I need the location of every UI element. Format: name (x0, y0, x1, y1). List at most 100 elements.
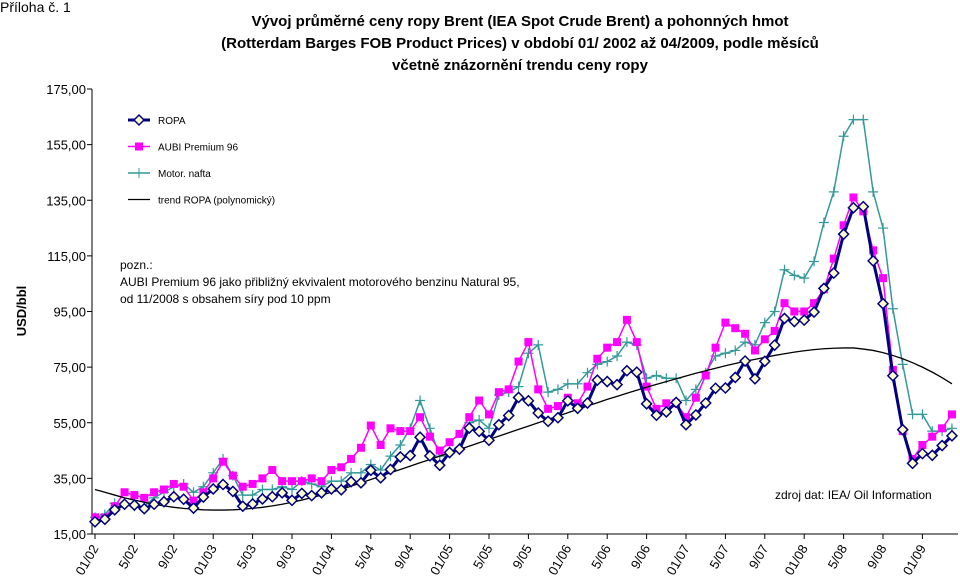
y-tick-label: 75,00 (53, 360, 86, 375)
point (807, 305, 821, 319)
x-tick-label: 01/02 (72, 542, 101, 578)
point (829, 254, 838, 263)
point (463, 421, 476, 435)
point (641, 373, 652, 384)
point (226, 485, 239, 498)
point (660, 405, 673, 418)
point (513, 381, 524, 392)
point (120, 488, 129, 497)
x-tick-label: 9/05 (509, 542, 535, 571)
point (799, 273, 810, 284)
legend-label: ROPA (158, 116, 186, 127)
point (581, 396, 594, 410)
y-tick-label: 155,00 (46, 138, 86, 153)
point (632, 338, 641, 347)
point (610, 378, 624, 391)
x-tick-label: 5/07 (706, 542, 732, 571)
point (396, 427, 405, 436)
point (620, 364, 633, 377)
y-tick-label: 95,00 (53, 305, 86, 320)
point (769, 306, 780, 317)
point (729, 371, 742, 384)
point (839, 221, 848, 230)
series (94, 347, 953, 511)
point (800, 307, 809, 316)
point (622, 315, 631, 324)
point (758, 355, 771, 368)
point (691, 393, 700, 402)
point (315, 486, 328, 499)
chart-title: (Rotterdam Barges FOB Product Prices) v … (221, 35, 819, 52)
point (721, 318, 730, 327)
point (532, 406, 545, 420)
legend-label: AUBI Premium 96 (158, 143, 238, 154)
point (118, 498, 131, 511)
point (552, 384, 563, 395)
point (926, 449, 939, 462)
y-tick-label: 135,00 (46, 193, 86, 208)
point (779, 264, 790, 275)
point (288, 477, 296, 486)
point (514, 357, 523, 366)
source-note: zdroj dat: IEA/ Oil Information (775, 488, 932, 502)
point (209, 474, 218, 483)
series (88, 200, 959, 528)
chart-title: včetně znázornění trendu ceny ropy (392, 57, 649, 74)
point (473, 425, 486, 438)
page-label: Příloha č. 1 (0, 0, 71, 15)
legend-label: Motor. nafta (158, 169, 211, 180)
point (443, 446, 456, 459)
point (711, 343, 720, 352)
point (494, 388, 503, 397)
y-tick-label: 115,00 (47, 249, 86, 264)
point (662, 399, 671, 408)
point (453, 443, 466, 456)
point (699, 396, 712, 410)
point (534, 385, 543, 394)
point (177, 493, 190, 506)
x-tick-label: 01/09 (900, 542, 929, 578)
point (876, 297, 890, 310)
point (848, 114, 859, 125)
point (512, 391, 525, 404)
point (947, 410, 956, 419)
point (582, 367, 593, 378)
point (651, 370, 662, 381)
point (445, 438, 454, 447)
point (435, 446, 444, 455)
x-tick-label: 5/03 (234, 542, 260, 571)
point (266, 490, 279, 503)
point (741, 329, 750, 338)
point (906, 457, 919, 470)
x-tick-label: 5/05 (470, 542, 496, 571)
point (386, 424, 395, 433)
point (681, 395, 691, 406)
point (907, 409, 918, 420)
series-line (94, 347, 953, 511)
point (542, 415, 555, 428)
point (257, 484, 268, 495)
point (207, 482, 220, 496)
point (325, 482, 338, 496)
legend-marker (135, 142, 143, 151)
point (780, 299, 789, 308)
series-line (95, 195, 953, 519)
x-tick-label: 01/07 (663, 542, 692, 578)
point (602, 356, 613, 367)
point (425, 432, 434, 441)
y-tick-label: 35,00 (53, 471, 86, 486)
point (404, 449, 417, 462)
point (228, 471, 237, 480)
point (612, 351, 623, 361)
x-tick-label: 01/04 (309, 542, 338, 578)
point (593, 354, 602, 363)
point (424, 423, 435, 434)
point (847, 201, 860, 214)
point (640, 397, 653, 410)
point (98, 513, 111, 526)
point (869, 246, 878, 255)
legend-marker (132, 113, 146, 127)
point (867, 254, 880, 267)
point (827, 267, 840, 280)
point (88, 515, 102, 528)
